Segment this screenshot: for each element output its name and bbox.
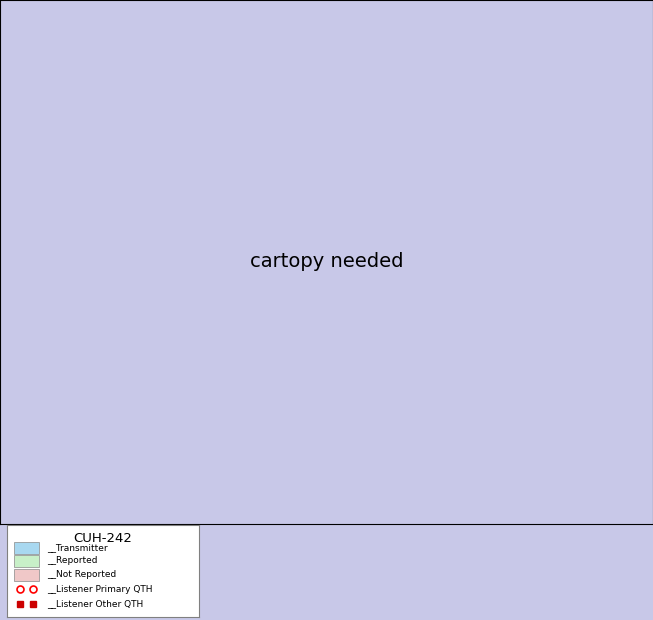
Text: __Listener Other QTH: __Listener Other QTH xyxy=(47,600,143,609)
Text: cartopy needed: cartopy needed xyxy=(249,252,404,272)
Text: CUH-242: CUH-242 xyxy=(73,531,133,544)
Bar xyxy=(14,569,39,581)
Text: __Listener Primary QTH: __Listener Primary QTH xyxy=(47,585,153,594)
Text: __Not Reported: __Not Reported xyxy=(47,570,116,579)
Text: __Transmitter: __Transmitter xyxy=(47,542,108,552)
Text: __Reported: __Reported xyxy=(47,556,97,565)
Bar xyxy=(14,542,39,554)
Bar xyxy=(14,556,39,567)
